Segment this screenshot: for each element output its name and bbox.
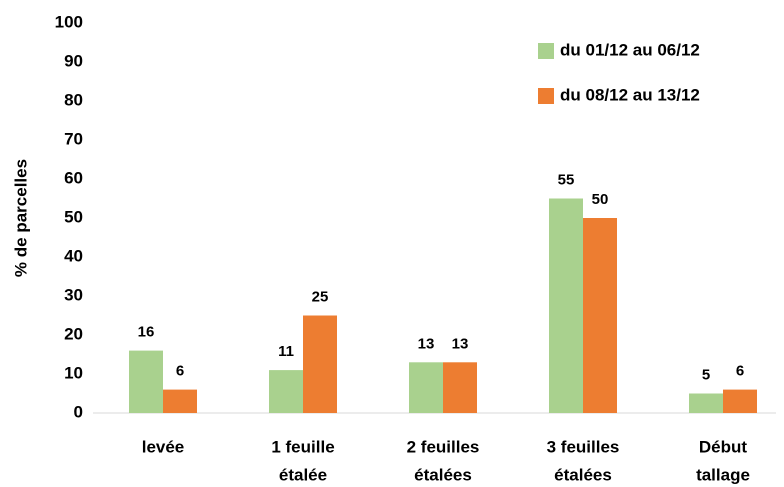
bar	[443, 362, 477, 413]
bar	[129, 350, 163, 413]
value-label: 6	[736, 363, 744, 380]
y-axis-label: % de parcelles	[11, 159, 30, 277]
value-label: 6	[176, 363, 184, 380]
x-tick-label: tallage	[696, 465, 750, 484]
bar	[689, 393, 723, 413]
legend-swatch	[538, 88, 554, 104]
bar	[269, 370, 303, 413]
value-label: 5	[702, 366, 710, 383]
x-tick-label: étalée	[279, 465, 327, 484]
x-tick-label: étalées	[414, 465, 472, 484]
value-label: 50	[592, 191, 609, 208]
x-tick-label: 1 feuille	[271, 437, 334, 456]
y-tick-label: 80	[64, 90, 83, 109]
bar	[303, 315, 337, 413]
legend-swatch	[538, 43, 554, 59]
x-tick-label: Début	[699, 437, 748, 456]
value-label: 11	[278, 343, 294, 360]
legend-label: du 01/12 au 06/12	[560, 40, 700, 59]
value-label: 16	[138, 324, 155, 341]
bar	[723, 389, 757, 413]
y-tick-label: 40	[64, 246, 83, 265]
y-tick-label: 70	[64, 129, 83, 148]
bar	[583, 218, 617, 413]
y-tick-label: 50	[64, 207, 83, 226]
y-tick-label: 20	[64, 324, 83, 343]
x-tick-label: étalées	[554, 465, 612, 484]
y-tick-label: 90	[64, 51, 83, 70]
x-tick-label: 3 feuilles	[547, 437, 620, 456]
value-label: 13	[452, 335, 469, 352]
bar	[409, 362, 443, 413]
value-label: 55	[558, 171, 575, 188]
y-tick-label: 100	[55, 12, 83, 31]
y-tick-label: 60	[64, 168, 83, 187]
bar	[163, 389, 197, 413]
x-tick-label: 2 feuilles	[407, 437, 480, 456]
y-tick-label: 0	[74, 402, 83, 421]
y-tick-label: 10	[64, 363, 83, 382]
x-tick-label: levée	[142, 437, 185, 456]
value-label: 13	[418, 335, 435, 352]
value-label: 25	[312, 288, 329, 305]
legend-label: du 08/12 au 13/12	[560, 85, 700, 104]
y-tick-label: 30	[64, 285, 83, 304]
bar	[549, 198, 583, 413]
